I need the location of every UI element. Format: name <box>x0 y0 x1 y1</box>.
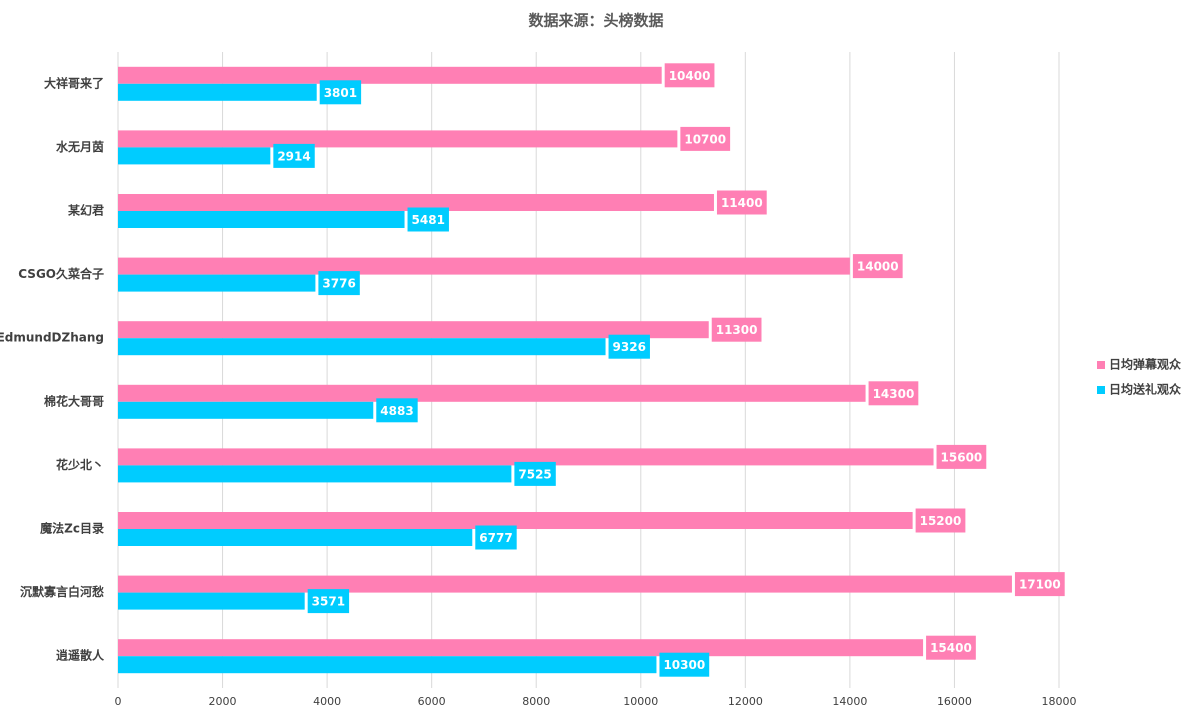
bar <box>118 274 316 292</box>
legend-swatch <box>1097 361 1105 369</box>
bar <box>118 465 512 483</box>
data-label-text: 15600 <box>941 450 983 464</box>
data-label-box <box>915 508 966 533</box>
x-tick-label: 6000 <box>418 695 446 708</box>
x-tick-label: 12000 <box>728 695 763 708</box>
data-label-text: 11400 <box>721 196 763 210</box>
bar <box>118 130 678 148</box>
bar <box>118 194 714 211</box>
bar <box>118 384 866 402</box>
data-label-box <box>318 271 360 296</box>
bar <box>118 66 662 84</box>
data-label-text: 3776 <box>322 277 355 291</box>
data-label-text: 10700 <box>684 132 726 146</box>
data-label-text: 17100 <box>1019 578 1061 592</box>
data-label-box <box>376 398 418 423</box>
bar <box>118 401 374 419</box>
legend-swatch <box>1097 386 1105 394</box>
y-tick-label: CSGO久菜合子 <box>18 266 104 281</box>
data-label-text: 2914 <box>277 149 310 163</box>
bar <box>118 592 305 610</box>
data-label-box <box>868 381 919 406</box>
data-label-box <box>680 126 731 151</box>
data-label-text: 9326 <box>613 340 646 354</box>
data-label-box <box>936 444 987 469</box>
bar <box>118 639 924 657</box>
data-label-box <box>716 190 767 215</box>
data-label-text: 4883 <box>380 404 413 418</box>
y-tick-label: 逍遥散人 <box>56 648 105 663</box>
data-label-box <box>475 525 517 550</box>
bar <box>118 211 405 228</box>
y-tick-label: 大祥哥来了 <box>44 75 104 90</box>
x-tick-label: 4000 <box>313 695 341 708</box>
data-label-box <box>852 254 903 279</box>
x-tick-label: 18000 <box>1042 695 1077 708</box>
data-label-text: 5481 <box>412 213 445 227</box>
y-tick-label: EdmundDZhang <box>0 331 104 345</box>
data-label-text: 14000 <box>857 260 899 274</box>
data-label-text: 3801 <box>324 86 357 100</box>
legend-label: 日均送礼观众 <box>1109 382 1182 397</box>
data-label-box <box>659 652 710 677</box>
data-label-box <box>711 317 762 342</box>
data-label-text: 10300 <box>663 658 705 672</box>
data-label-box <box>664 63 715 88</box>
y-tick-label: 棉花大哥哥 <box>44 393 104 408</box>
data-label-text: 15400 <box>930 641 972 655</box>
data-label-box <box>273 143 315 168</box>
y-tick-label: 花少北丶 <box>56 457 104 472</box>
data-label-text: 15200 <box>920 514 962 528</box>
bar <box>118 448 934 466</box>
data-label-text: 11300 <box>716 323 758 337</box>
bar <box>118 512 913 529</box>
x-tick-label: 0 <box>115 695 122 708</box>
data-label-text: 14300 <box>873 387 915 401</box>
bar <box>118 147 271 165</box>
x-tick-label: 8000 <box>522 695 550 708</box>
x-tick-label: 10000 <box>623 695 658 708</box>
bar <box>118 257 850 275</box>
x-tick-label: 16000 <box>937 695 972 708</box>
data-label-box <box>1014 572 1065 597</box>
bar <box>118 321 709 339</box>
data-label-text: 3571 <box>312 595 345 609</box>
data-label-box <box>307 589 350 614</box>
data-label-text: 6777 <box>479 531 512 545</box>
y-tick-label: 某幻君 <box>68 203 104 218</box>
bar <box>118 529 473 546</box>
x-tick-label: 14000 <box>832 695 867 708</box>
y-tick-label: 沉默寡言白河愁 <box>20 584 104 599</box>
data-label-box <box>514 461 556 486</box>
data-label-box <box>608 334 650 359</box>
data-label-text: 7525 <box>518 467 551 481</box>
data-label-box <box>407 207 449 232</box>
bar <box>118 83 317 101</box>
chart-title: 数据来源：头榜数据 <box>528 12 663 30</box>
y-tick-label: 魔法Zc目录 <box>40 521 104 536</box>
bar <box>118 338 606 356</box>
y-tick-label: 水无月茵 <box>56 139 104 154</box>
bar <box>118 575 1012 593</box>
legend-label: 日均弹幕观众 <box>1109 357 1182 372</box>
data-label-box <box>319 80 362 105</box>
bar <box>118 656 657 674</box>
data-label-text: 10400 <box>669 69 711 83</box>
x-tick-label: 2000 <box>209 695 237 708</box>
data-label-box <box>926 635 976 660</box>
